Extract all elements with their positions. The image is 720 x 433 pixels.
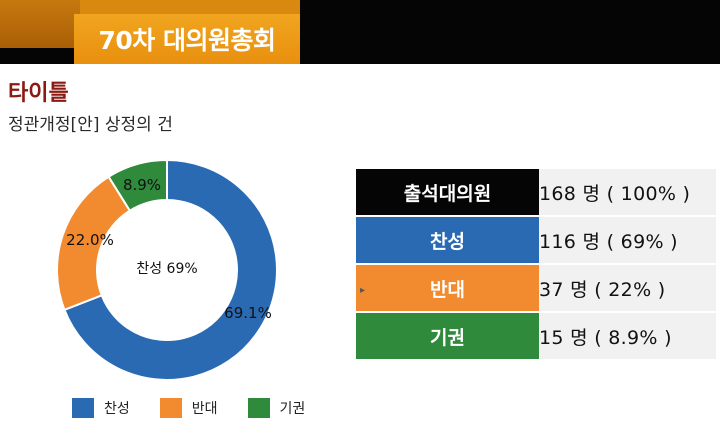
- donut-chart: 69.1% 22.0% 8.9% 찬성 69%: [56, 160, 278, 381]
- header-ribbon-side: [0, 0, 80, 48]
- donut-slice-abstain: [107, 160, 168, 213]
- legend-label-abstain: 기권: [279, 401, 306, 417]
- donut-center-label: 찬성 69%: [136, 261, 197, 277]
- table-row: 찬성 116 명 ( 69% ): [356, 216, 716, 265]
- slice-label-oppose: 22.0%: [66, 231, 114, 249]
- row-label-attendance: 출석대의원: [356, 169, 539, 217]
- header-ribbon: 70차 대의원총회: [74, 14, 300, 64]
- donut-slice-approve: [63, 160, 278, 381]
- row-value-oppose: 37 명 ( 22% ): [539, 264, 716, 313]
- vote-results-table: 출석대의원 168 명 ( 100% ) 찬성 116 명 ( 69% ) 반대…: [356, 169, 716, 361]
- legend-item-oppose: 반대: [159, 398, 218, 418]
- legend-label-oppose: 반대: [191, 401, 218, 417]
- section-heading: 타이틀: [8, 81, 69, 106]
- row-label-oppose: 반대: [356, 264, 539, 313]
- chart-legend: 찬성 반대 기권: [72, 398, 305, 418]
- table-row: 기권 15 명 ( 8.9% ): [356, 312, 716, 361]
- legend-item-approve: 찬성: [72, 398, 130, 418]
- row-label-approve: 찬성: [356, 216, 539, 265]
- row-label-abstain: 기권: [356, 312, 539, 361]
- legend-swatch-abstain: [247, 398, 270, 418]
- slice-label-abstain: 8.9%: [123, 176, 161, 194]
- legend-item-abstain: 기권: [247, 398, 306, 418]
- legend-swatch-oppose: [159, 398, 182, 418]
- legend-swatch-approve: [72, 398, 94, 418]
- table-row: 출석대의원 168 명 ( 100% ): [356, 169, 716, 217]
- row-value-abstain: 15 명 ( 8.9% ): [539, 312, 716, 361]
- table-row: 반대 37 명 ( 22% ): [356, 264, 716, 313]
- row-value-approve: 116 명 ( 69% ): [539, 216, 716, 265]
- row-value-attendance: 168 명 ( 100% ): [539, 169, 716, 217]
- section-subheading: 정관개정[안] 상정의 건: [8, 115, 173, 135]
- mouse-pointer-icon: ▸: [360, 285, 366, 296]
- page-title: 70차 대의원총회: [98, 26, 277, 55]
- legend-label-approve: 찬성: [104, 401, 130, 417]
- slice-label-approve: 69.1%: [224, 304, 272, 322]
